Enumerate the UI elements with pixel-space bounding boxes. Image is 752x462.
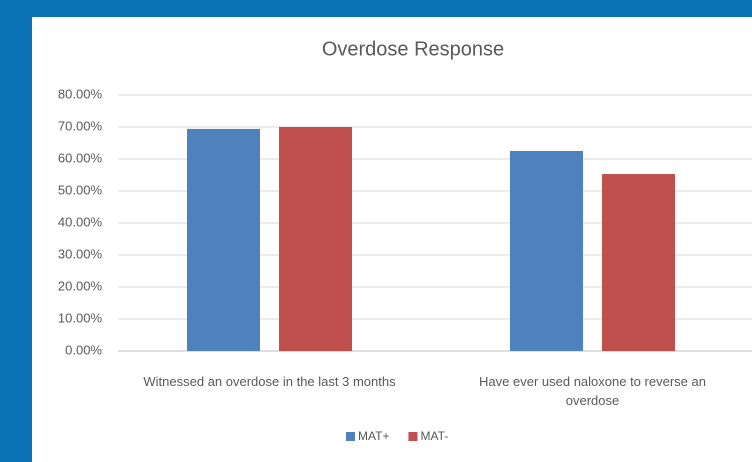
y-tick-label: 60.00% [58, 150, 103, 165]
legend-swatch [346, 432, 355, 441]
legend-swatch [408, 432, 418, 441]
y-tick-label: 40.00% [58, 214, 103, 229]
x-tick-label: Have ever used naloxone to reverse an ov… [479, 374, 706, 408]
legend-label: MAT+ [358, 429, 389, 443]
y-tick-label: 20.00% [58, 278, 103, 293]
y-tick-label: 0.00% [65, 342, 102, 357]
y-tick-label: 70.00% [58, 118, 103, 133]
chart-title: Overdose Response [322, 38, 504, 60]
legend-label: MAT- [420, 429, 448, 443]
y-tick-label: 10.00% [58, 310, 103, 325]
bar [602, 174, 675, 351]
bar [279, 127, 352, 351]
x-tick-label: Witnessed an overdose in the last 3 mont… [143, 374, 396, 389]
bar [187, 128, 260, 351]
y-tick-label: 30.00% [58, 246, 103, 261]
bar [510, 151, 583, 351]
y-tick-label: 50.00% [58, 182, 103, 197]
y-tick-label: 80.00% [58, 86, 103, 101]
